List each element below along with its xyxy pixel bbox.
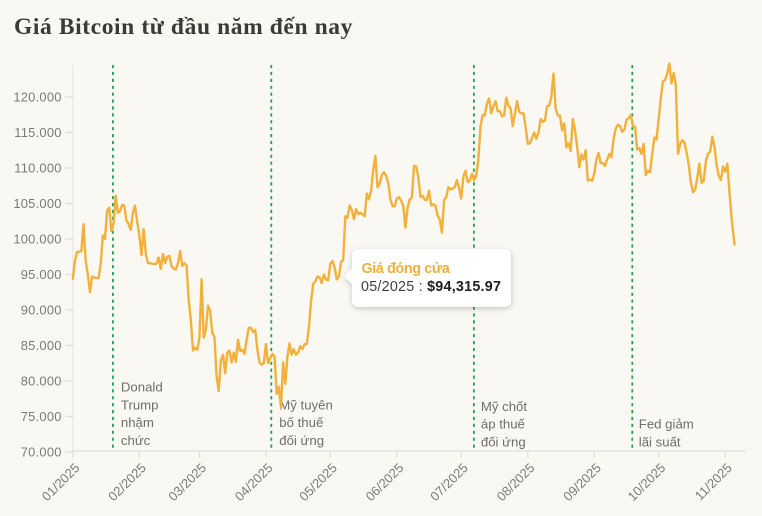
svg-text:bố thuế: bố thuế [279, 415, 324, 430]
svg-text:75.000: 75.000 [21, 409, 62, 424]
svg-text:Fed giảm: Fed giảm [639, 417, 694, 432]
svg-text:02/2025: 02/2025 [105, 460, 149, 504]
svg-text:Mỹ tuyên: Mỹ tuyên [279, 397, 333, 412]
svg-text:80.000: 80.000 [21, 374, 62, 389]
svg-text:nhậm: nhậm [121, 415, 154, 430]
svg-text:07/2025: 07/2025 [427, 460, 471, 504]
svg-text:03/2025: 03/2025 [165, 460, 209, 504]
svg-text:105.000: 105.000 [13, 196, 61, 211]
svg-text:đối ứng: đối ứng [481, 435, 526, 450]
svg-text:11/2025: 11/2025 [692, 460, 735, 503]
svg-text:85.000: 85.000 [21, 338, 62, 353]
svg-text:lãi suất: lãi suất [639, 435, 681, 450]
svg-text:chức: chức [121, 433, 151, 448]
svg-text:110.000: 110.000 [14, 161, 61, 176]
svg-text:01/2025: 01/2025 [39, 460, 83, 504]
svg-text:đối ứng: đối ứng [279, 433, 324, 448]
svg-text:08/2025: 08/2025 [494, 460, 538, 504]
svg-text:120.000: 120.000 [13, 90, 61, 105]
svg-text:áp thuế: áp thuế [481, 417, 526, 432]
svg-text:10/2025: 10/2025 [625, 460, 669, 504]
svg-text:09/2025: 09/2025 [560, 460, 604, 504]
svg-text:95.000: 95.000 [21, 267, 62, 282]
svg-text:Mỹ chốt: Mỹ chốt [481, 399, 528, 414]
svg-text:Trump: Trump [121, 397, 159, 412]
svg-text:70.000: 70.000 [21, 445, 62, 460]
svg-text:100.000: 100.000 [13, 232, 61, 247]
svg-text:115.000: 115.000 [14, 125, 61, 140]
svg-text:06/2025: 06/2025 [363, 460, 407, 504]
svg-text:90.000: 90.000 [21, 303, 62, 318]
svg-text:05/2025: 05/2025 [296, 460, 340, 504]
svg-text:04/2025: 04/2025 [232, 460, 276, 504]
svg-text:Donald: Donald [121, 380, 163, 395]
